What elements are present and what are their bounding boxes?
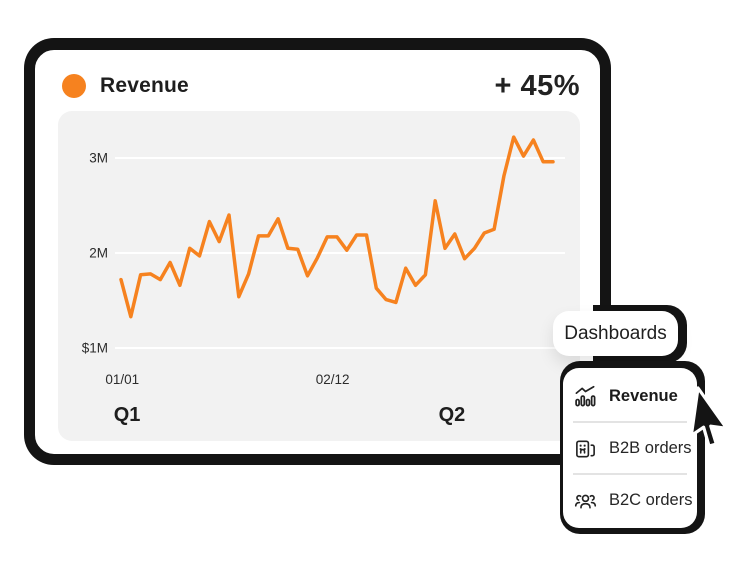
svg-text:$1M: $1M [82, 341, 108, 356]
dashboards-popover-trigger-wrap: Dashboards [553, 305, 687, 363]
svg-text:02/12: 02/12 [316, 372, 350, 387]
dashboards-menu-wrap: Revenue B2B orders [560, 361, 705, 534]
menu-divider [573, 473, 687, 475]
menu-divider [573, 421, 687, 423]
building-icon [576, 439, 595, 457]
menu-item-b2c-orders[interactable]: B2C orders [563, 477, 697, 524]
menu-item-revenue-label: Revenue [609, 386, 678, 405]
revenue-card: Revenue + 45% 3M 2M $1M 01/01 02/12 Q1 Q2 [30, 45, 605, 459]
revenue-line-chart: 3M 2M $1M 01/01 02/12 Q1 Q2 [82, 135, 565, 426]
svg-text:3M: 3M [89, 151, 108, 166]
svg-text:2M: 2M [89, 246, 108, 261]
svg-text:Q2: Q2 [439, 404, 466, 426]
menu-item-b2b-orders[interactable]: B2B orders [563, 425, 697, 472]
chart-panel: 3M 2M $1M 01/01 02/12 Q1 Q2 [58, 111, 580, 441]
legend-label: Revenue [100, 74, 189, 97]
menu-item-revenue[interactable]: Revenue [563, 373, 697, 420]
dashboards-menu: Revenue B2B orders [563, 368, 697, 528]
svg-text:01/01: 01/01 [105, 372, 139, 387]
menu-item-b2b-orders-label: B2B orders [609, 438, 692, 457]
change-percentage: + 45% [494, 69, 580, 102]
legend-dot-icon [62, 74, 86, 98]
people-group-icon [574, 494, 597, 509]
dashboards-button-label: Dashboards [564, 322, 667, 344]
bar-line-chart-icon [575, 385, 596, 406]
dashboards-button[interactable]: Dashboards [553, 311, 678, 356]
menu-item-b2c-orders-label: B2C orders [609, 490, 693, 509]
card-header: Revenue + 45% [62, 64, 580, 108]
svg-text:Q1: Q1 [114, 404, 141, 426]
